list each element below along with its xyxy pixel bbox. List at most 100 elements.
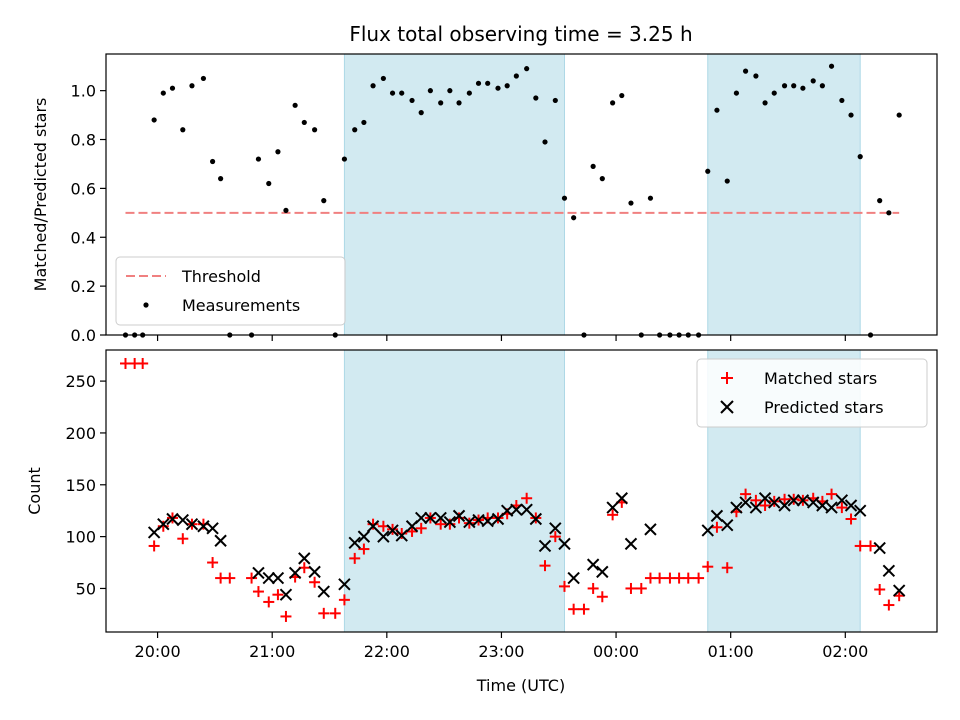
measurement-point — [475, 80, 482, 86]
predicted-star-point — [644, 523, 657, 536]
predicted-star-point — [308, 565, 321, 579]
predicted-star-point — [481, 514, 494, 528]
matched-star-point — [587, 582, 599, 594]
measurement-point — [485, 80, 491, 86]
measurement-point — [399, 90, 405, 96]
matched-star-point — [367, 518, 379, 530]
measurement-points — [122, 63, 902, 338]
matched-star-point — [252, 586, 264, 598]
measurement-point — [169, 85, 176, 91]
chart-title: Flux total observing time = 3.25 h — [349, 22, 692, 46]
predicted-star-point — [835, 494, 849, 507]
predicted-star-point — [510, 503, 523, 516]
predicted-star-point — [288, 566, 302, 580]
predicted-star-point — [185, 517, 199, 531]
predicted-star-point — [816, 499, 829, 512]
legend-predicted-label: Predicted stars — [764, 398, 884, 417]
measurement-point — [380, 75, 386, 82]
measurement-point — [292, 102, 298, 108]
legend-measurements-label: Measurements — [182, 296, 300, 315]
measurement-point — [552, 97, 558, 104]
matched-star-point — [635, 582, 647, 594]
predicted-star-point — [549, 522, 562, 535]
legend-measurements-swatch — [143, 302, 149, 308]
matched-star-point — [119, 357, 131, 369]
matched-star-point — [157, 520, 169, 532]
matched-star-point — [177, 533, 189, 545]
count-x-ticks: 20:00 21:00 22:00 23:00 00:00 01:00 02:00 — [135, 632, 868, 661]
predicted-star-point — [586, 558, 600, 571]
measurement-point — [733, 90, 740, 96]
matched-star-point — [246, 572, 258, 584]
measurement-point — [456, 100, 462, 106]
legend-predicted-swatch — [720, 400, 734, 414]
predicted-star-point — [615, 492, 629, 505]
x-tick-label: 02:00 — [822, 642, 868, 661]
matched-star-point — [137, 357, 149, 369]
predicted-star-point — [348, 536, 361, 550]
predicted-star-point — [807, 496, 820, 509]
top-shaded-span-1 — [707, 53, 861, 336]
measurement-point — [800, 85, 806, 91]
measurement-point — [714, 107, 720, 113]
measurement-point — [619, 92, 625, 99]
matched-star-point — [272, 589, 284, 601]
predicted-star-point — [730, 501, 743, 514]
ratio-legend: Threshold Measurements — [115, 256, 346, 326]
legend-matched-label: Matched stars — [764, 369, 877, 388]
bot-shaded-span-0 — [343, 349, 565, 633]
matched-star-point — [711, 521, 723, 533]
bot-y-tick-label: 200 — [65, 424, 96, 443]
legend-threshold-label: Threshold — [181, 267, 261, 286]
predicted-star-point — [825, 501, 838, 514]
matched-star-point — [702, 561, 714, 573]
matched-star-point — [415, 522, 427, 534]
predicted-star-point — [386, 524, 399, 537]
measurement-point — [266, 180, 272, 187]
matched-star-point — [673, 572, 685, 584]
matched-star-point — [435, 518, 447, 530]
measurement-point — [810, 78, 816, 84]
predicted-star-point — [538, 539, 552, 553]
predicted-star-point — [768, 496, 781, 509]
x-tick-label: 23:00 — [478, 642, 524, 661]
matched-star-point — [521, 492, 533, 504]
x-tick-label: 22:00 — [364, 642, 410, 661]
measurement-point — [427, 88, 433, 94]
predicted-star-point — [606, 501, 619, 514]
measurement-point — [352, 127, 358, 133]
top-y-tick-label: 0.6 — [71, 179, 96, 198]
measurement-point — [742, 68, 749, 74]
ratio-y-ticks: 0.0 0.2 0.4 0.6 0.8 1.0 — [71, 82, 106, 345]
x-tick-label: 00:00 — [593, 642, 639, 661]
matched-star-point — [874, 583, 886, 595]
measurement-point — [255, 156, 262, 162]
predicted-star-point — [882, 564, 896, 578]
matched-star-point — [224, 572, 236, 584]
matched-star-point — [654, 572, 666, 584]
measurement-point — [361, 119, 367, 126]
predicted-star-point — [749, 501, 763, 514]
measurement-point — [513, 73, 519, 79]
count-y-ticks: 50 100 150 200 250 — [65, 372, 106, 598]
predicted-star-point — [271, 571, 285, 585]
measurement-point — [418, 110, 424, 116]
predicted-star-point — [166, 512, 179, 526]
measurement-point — [160, 90, 166, 96]
predicted-star-point — [252, 566, 265, 580]
matched-star-point — [750, 494, 762, 506]
measurement-point — [321, 198, 327, 204]
predicted-star-point — [796, 494, 810, 507]
ratio-legend-box — [115, 256, 346, 326]
measurement-point — [151, 117, 157, 123]
ratio-axes-frame — [105, 53, 938, 336]
predicted-star-point — [567, 571, 580, 585]
top-y-tick-label: 0.4 — [71, 228, 96, 247]
matched-star-point — [625, 582, 637, 594]
x-tick-label: 01:00 — [708, 642, 754, 661]
measurement-point — [610, 100, 616, 106]
matched-star-point — [349, 552, 361, 564]
matched-star-point — [644, 572, 656, 584]
ratio-y-axis-label: Matched/Predicted stars — [31, 98, 50, 292]
